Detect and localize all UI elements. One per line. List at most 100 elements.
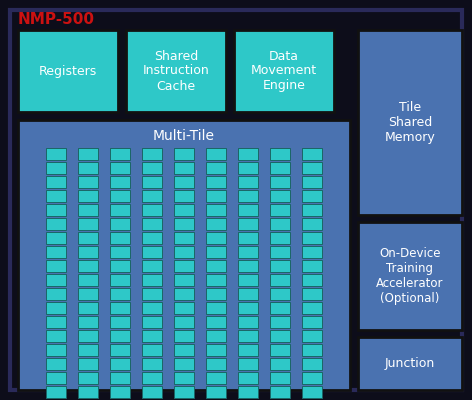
Bar bbox=[238, 358, 258, 370]
Text: Multi-Tile: Multi-Tile bbox=[153, 129, 215, 143]
Bar bbox=[110, 176, 130, 188]
Bar bbox=[302, 386, 322, 398]
Bar bbox=[270, 372, 290, 384]
Text: Shared
Instruction
Cache: Shared Instruction Cache bbox=[143, 50, 210, 92]
Text: Tile
Shared
Memory: Tile Shared Memory bbox=[385, 101, 435, 144]
Bar bbox=[302, 344, 322, 356]
Bar bbox=[270, 274, 290, 286]
Bar bbox=[110, 218, 130, 230]
Bar bbox=[174, 288, 194, 300]
Bar bbox=[46, 162, 66, 174]
Bar bbox=[18, 120, 350, 390]
Bar bbox=[238, 344, 258, 356]
Bar bbox=[238, 316, 258, 328]
Bar bbox=[142, 260, 162, 272]
Bar bbox=[110, 372, 130, 384]
Bar bbox=[174, 148, 194, 160]
Bar bbox=[110, 330, 130, 342]
Bar bbox=[174, 330, 194, 342]
Bar bbox=[46, 274, 66, 286]
Text: NMP-500: NMP-500 bbox=[18, 12, 95, 28]
Bar bbox=[206, 148, 226, 160]
Bar bbox=[78, 260, 98, 272]
Bar bbox=[302, 246, 322, 258]
Bar bbox=[270, 246, 290, 258]
Text: Registers: Registers bbox=[39, 64, 97, 78]
Bar bbox=[142, 274, 162, 286]
Bar bbox=[46, 218, 66, 230]
Bar bbox=[78, 386, 98, 398]
Bar bbox=[78, 204, 98, 216]
Bar bbox=[206, 344, 226, 356]
Bar bbox=[206, 288, 226, 300]
Bar bbox=[238, 232, 258, 244]
Bar bbox=[142, 190, 162, 202]
Bar bbox=[270, 358, 290, 370]
Bar bbox=[78, 372, 98, 384]
Bar bbox=[18, 30, 118, 112]
Bar bbox=[78, 344, 98, 356]
Bar bbox=[142, 218, 162, 230]
Bar bbox=[78, 162, 98, 174]
Text: Junction: Junction bbox=[385, 357, 435, 370]
Bar bbox=[174, 260, 194, 272]
Bar bbox=[142, 176, 162, 188]
Bar bbox=[142, 148, 162, 160]
Bar bbox=[238, 330, 258, 342]
Bar bbox=[206, 302, 226, 314]
Bar bbox=[174, 386, 194, 398]
Bar bbox=[126, 30, 226, 112]
Bar bbox=[78, 316, 98, 328]
Bar bbox=[142, 386, 162, 398]
Bar bbox=[142, 358, 162, 370]
Bar bbox=[358, 30, 462, 215]
Bar bbox=[110, 316, 130, 328]
Bar bbox=[142, 232, 162, 244]
Bar bbox=[206, 358, 226, 370]
Bar bbox=[174, 358, 194, 370]
Bar bbox=[270, 218, 290, 230]
Bar bbox=[174, 344, 194, 356]
Bar bbox=[238, 204, 258, 216]
Bar bbox=[358, 337, 462, 390]
Bar bbox=[174, 176, 194, 188]
Bar bbox=[206, 218, 226, 230]
Bar bbox=[110, 162, 130, 174]
Bar bbox=[46, 288, 66, 300]
Bar bbox=[358, 222, 462, 330]
Bar bbox=[174, 190, 194, 202]
Bar bbox=[238, 288, 258, 300]
Text: On-Device
Training
Accelerator
(Optional): On-Device Training Accelerator (Optional… bbox=[376, 247, 444, 305]
Bar bbox=[302, 218, 322, 230]
Bar bbox=[302, 176, 322, 188]
Bar bbox=[110, 358, 130, 370]
Bar bbox=[302, 148, 322, 160]
Bar bbox=[302, 260, 322, 272]
Bar bbox=[46, 344, 66, 356]
Bar bbox=[174, 204, 194, 216]
Bar bbox=[238, 176, 258, 188]
Bar bbox=[174, 246, 194, 258]
Bar bbox=[46, 176, 66, 188]
Bar bbox=[302, 274, 322, 286]
Bar bbox=[110, 344, 130, 356]
Bar bbox=[206, 274, 226, 286]
Bar bbox=[206, 316, 226, 328]
Bar bbox=[302, 162, 322, 174]
Bar bbox=[238, 190, 258, 202]
Bar bbox=[142, 288, 162, 300]
Bar bbox=[78, 358, 98, 370]
Bar bbox=[142, 330, 162, 342]
Bar bbox=[78, 190, 98, 202]
Bar bbox=[110, 288, 130, 300]
Bar bbox=[142, 372, 162, 384]
Bar bbox=[302, 204, 322, 216]
Bar bbox=[174, 302, 194, 314]
Bar bbox=[46, 246, 66, 258]
Bar bbox=[238, 246, 258, 258]
Bar bbox=[206, 204, 226, 216]
Bar bbox=[174, 162, 194, 174]
Bar bbox=[206, 162, 226, 174]
Bar bbox=[238, 148, 258, 160]
Bar bbox=[46, 260, 66, 272]
